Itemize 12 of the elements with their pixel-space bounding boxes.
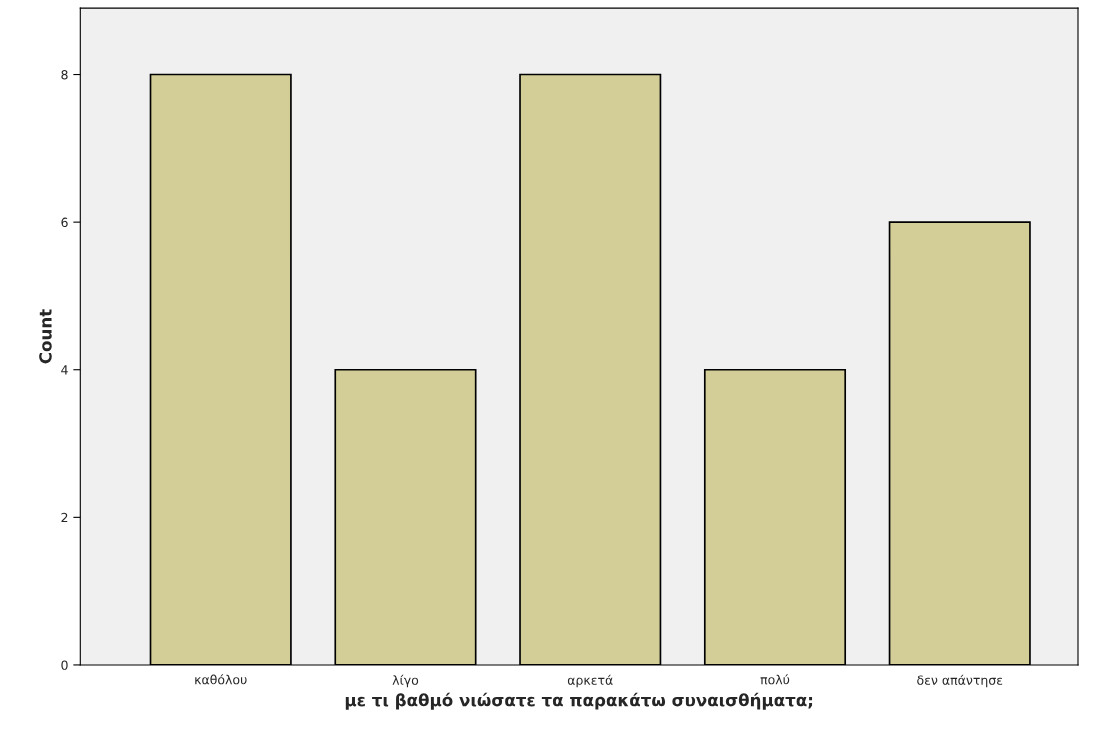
y-tick-label: 0 bbox=[61, 660, 68, 670]
x-tick-label: δεν απάντησε bbox=[917, 674, 1003, 688]
x-axis-title: με τι βαθμό νιώσατε τα παρακάτω συναισθήματα; bbox=[345, 692, 813, 710]
y-tick-label: 4 bbox=[61, 365, 68, 375]
x-tick-label: αρκετά bbox=[567, 674, 613, 688]
y-axis-title: Count bbox=[39, 309, 52, 364]
y-tick-label: 6 bbox=[61, 217, 68, 228]
x-tick-label: λίγο bbox=[392, 674, 419, 688]
y-tick-label: 2 bbox=[61, 512, 68, 523]
y-tick-label: 8 bbox=[61, 70, 68, 80]
x-tick-label: καθόλου bbox=[195, 674, 247, 685]
x-tick-label: πολύ bbox=[760, 674, 790, 685]
